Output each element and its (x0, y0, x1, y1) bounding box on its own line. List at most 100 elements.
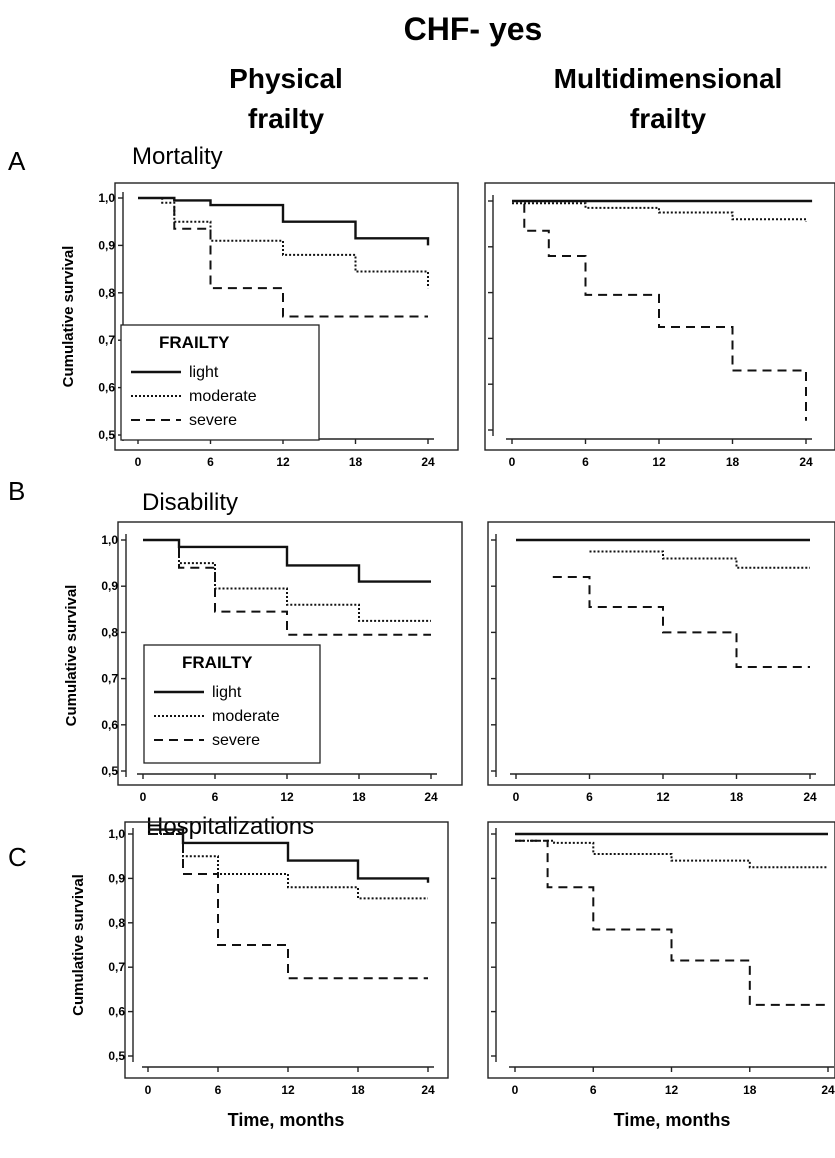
legend-label-light: light (189, 364, 219, 381)
x-tick-label: 24 (803, 790, 817, 804)
y-tick-label: 0,6 (98, 381, 115, 395)
panel-letter-a: A (8, 146, 26, 176)
panel-frame (114, 182, 459, 451)
y-tick-label: 0,8 (101, 625, 118, 639)
y-tick-label: 0,6 (101, 718, 118, 732)
panel-letter-b: B (8, 476, 25, 506)
legend-label-light: light (212, 684, 242, 701)
series-severe-curve (512, 200, 807, 421)
y-tick-label: 0,9 (101, 579, 118, 593)
column-heading-multidimensional-line1: Multidimensional (554, 63, 783, 94)
panel-frame (487, 821, 835, 1079)
y-tick-label: 0,9 (108, 871, 125, 885)
x-tick-label: 12 (652, 455, 666, 469)
x-tick-label: 24 (421, 1083, 435, 1097)
x-tick-label: 0 (145, 1083, 152, 1097)
y-tick-label: 1,0 (108, 827, 125, 841)
x-tick-label: 6 (586, 790, 593, 804)
series-moderate-curve (148, 833, 428, 900)
series-light-curve (143, 538, 431, 583)
x-tick-label: 0 (140, 790, 147, 804)
y-tick-label: 0,6 (108, 1005, 125, 1019)
series-moderate-curve (515, 839, 828, 869)
y-tick-label: 1,0 (98, 191, 115, 205)
x-tick-label: 6 (215, 1083, 222, 1097)
series-severe-curve (143, 539, 431, 636)
y-tick-label: 0,5 (108, 1049, 125, 1063)
row-title-disability: Disability (142, 489, 238, 516)
x-tick-label: 18 (726, 455, 740, 469)
series-moderate-curve (512, 202, 807, 222)
y-tick-label: 1,0 (101, 533, 118, 547)
x-tick-label: 0 (135, 455, 142, 469)
panel-frame (124, 821, 449, 1079)
legend-box (143, 644, 321, 764)
y-tick-label: 0,8 (98, 286, 115, 300)
y-tick-label: 0,7 (101, 672, 118, 686)
series-light-curve (138, 196, 430, 246)
panel-disability-multidimensional: 0 6 12 18 24 (487, 521, 835, 804)
y-tick-label: 0,5 (98, 428, 115, 442)
legend-label-moderate: moderate (189, 388, 257, 405)
x-tick-label: 12 (656, 790, 670, 804)
panel-mortality-physical: 0,5 0,6 0,7 0,8 0,9 1,0 0 6 12 18 24 Cumulative sur… (60, 182, 459, 469)
legend-label-severe: severe (189, 412, 237, 429)
series-moderate-curve (589, 550, 810, 569)
legend-title: FRAILTY (182, 653, 253, 672)
panel-hosp-multidimensional: 0 6 12 18 24 (487, 821, 835, 1097)
panel-mortality-multidimensional: 0 6 12 18 24 (484, 182, 835, 469)
legend-label-moderate: moderate (212, 708, 280, 725)
x-tick-label: 12 (276, 455, 290, 469)
x-tick-label: 18 (743, 1083, 757, 1097)
column-heading-physical-line1: Physical (229, 63, 343, 94)
x-tick-label: 18 (730, 790, 744, 804)
legend: FRAILTY light moderate severe (120, 324, 320, 441)
x-tick-label: 24 (821, 1083, 835, 1097)
y-tick-label: 0,5 (101, 764, 118, 778)
x-tick-label: 18 (352, 790, 366, 804)
x-tick-label: 6 (582, 455, 589, 469)
x-tick-label: 12 (281, 1083, 295, 1097)
series-moderate-curve (143, 539, 431, 622)
x-tick-label: 24 (424, 790, 438, 804)
y-tick-label: 0,7 (98, 333, 115, 347)
x-tick-label: 0 (509, 455, 516, 469)
x-tick-label: 0 (512, 1083, 519, 1097)
legend-label-severe: severe (212, 732, 260, 749)
x-tick-label: 18 (351, 1083, 365, 1097)
x-tick-label: 24 (421, 455, 435, 469)
row-title-hospitalizations: Hospitalizations (146, 813, 314, 840)
y-tick-label: 0,9 (98, 238, 115, 252)
y-tick-label: 0,8 (108, 916, 125, 930)
panel-frame (117, 521, 463, 786)
x-axis-label-right: Time, months (614, 1110, 731, 1130)
panel-frame (487, 521, 835, 786)
panel-disability-physical: 0,5 0,6 0,7 0,8 0,9 1,0 0 6 12 18 24 Cumulative sur… (63, 521, 463, 804)
y-axis-label: Cumulative survival (60, 246, 77, 388)
row-title-mortality: Mortality (132, 143, 223, 170)
series-moderate-curve (138, 197, 429, 289)
x-tick-label: 24 (799, 455, 813, 469)
y-tick-label: 0,7 (108, 960, 125, 974)
panel-letter-c: C (8, 842, 27, 872)
series-severe-curve (138, 197, 428, 318)
y-axis-label: Cumulative survival (63, 585, 80, 727)
panel-frame (484, 182, 835, 451)
x-tick-label: 12 (665, 1083, 679, 1097)
x-tick-label: 6 (590, 1083, 597, 1097)
column-heading-physical-line2: frailty (248, 103, 325, 134)
series-severe-curve (515, 839, 828, 1006)
x-tick-label: 12 (280, 790, 294, 804)
x-tick-label: 0 (513, 790, 520, 804)
series-severe-curve (552, 576, 810, 668)
legend-title: FRAILTY (159, 333, 230, 352)
legend: FRAILTY light moderate severe (143, 644, 321, 764)
y-axis-label: Cumulative survival (70, 874, 87, 1016)
figure-title: CHF- yes (404, 11, 543, 47)
x-tick-label: 6 (212, 790, 219, 804)
x-tick-label: 6 (207, 455, 214, 469)
series-severe-curve (148, 833, 428, 980)
column-heading-multidimensional-line2: frailty (630, 103, 707, 134)
x-axis-label-left: Time, months (228, 1110, 345, 1130)
